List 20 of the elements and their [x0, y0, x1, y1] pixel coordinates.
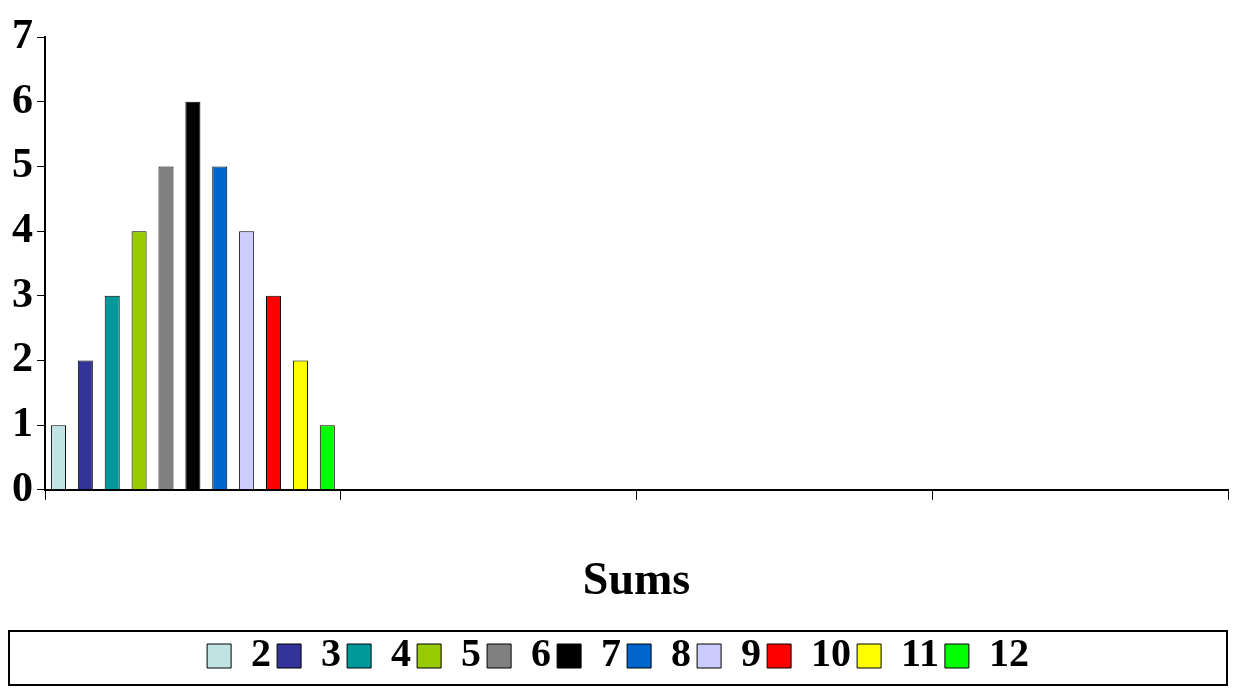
y-tick-label: 6: [12, 75, 33, 122]
legend-label: 5: [461, 630, 482, 676]
y-tick-label: 4: [12, 205, 33, 252]
legend-label: 10: [811, 630, 852, 676]
y-tick-label: 2: [12, 334, 33, 381]
legend-label: 7: [601, 630, 622, 676]
legend-label: 6: [531, 630, 552, 676]
legend-label: 11: [901, 630, 939, 676]
y-tick-label: 3: [12, 269, 33, 316]
legend-label: 9: [741, 630, 762, 676]
legend-label: 4: [391, 630, 412, 676]
legend-label: 8: [671, 630, 692, 676]
y-tick-label: 1: [12, 398, 33, 445]
legend-label: 2: [251, 630, 272, 676]
legend-label: 12: [988, 630, 1029, 676]
legend-label: 3: [321, 630, 342, 676]
y-tick-label: 7: [12, 11, 33, 58]
y-tick-label: 5: [12, 140, 33, 187]
y-tick-label: 0: [12, 463, 33, 510]
x-axis-title: Sums: [582, 553, 691, 605]
